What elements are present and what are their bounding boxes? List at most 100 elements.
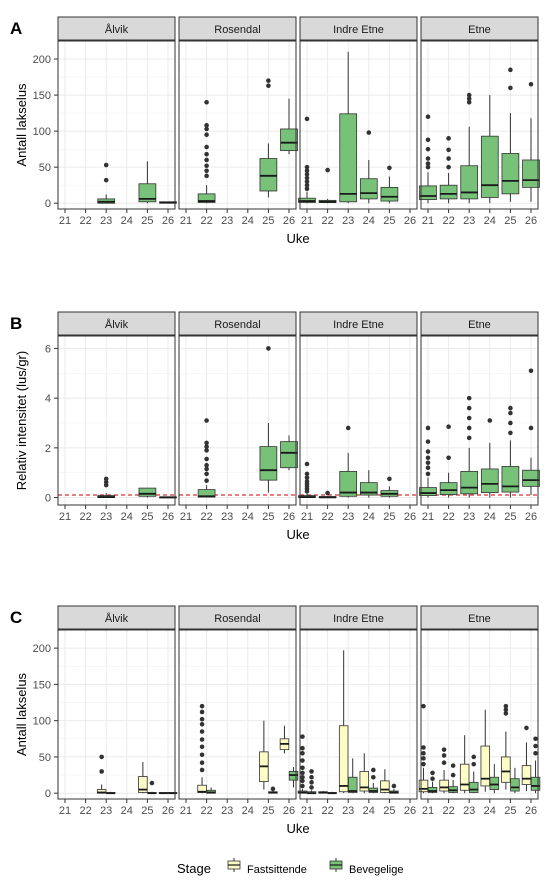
x-axis-title: Uke bbox=[286, 231, 309, 246]
legend: Stage Fastsittende Bevegelige bbox=[177, 857, 403, 876]
x-tick-label: 23 bbox=[342, 511, 354, 523]
outlier-point bbox=[471, 754, 477, 760]
box bbox=[339, 51, 358, 204]
facet-panel: Rosendal 21 22 23 24 25 26 bbox=[178, 16, 298, 227]
x-tick-label: 24 bbox=[121, 805, 133, 817]
y-tick-label: 6 bbox=[45, 343, 51, 355]
x-tick-label: 24 bbox=[242, 511, 254, 523]
x-tick-label: 25 bbox=[383, 805, 395, 817]
outlier-point bbox=[300, 751, 305, 756]
y-tick-label: 2 bbox=[45, 443, 51, 455]
facet-strip bbox=[178, 16, 297, 41]
box-iqr bbox=[418, 779, 429, 793]
box bbox=[167, 792, 178, 795]
box bbox=[448, 763, 458, 794]
box-iqr bbox=[380, 186, 399, 202]
x-tick-label: 21 bbox=[180, 215, 192, 227]
x-tick-label: 21 bbox=[301, 215, 313, 227]
facet-panel: Indre Etne 21 22 23 24 25 26 bbox=[297, 605, 418, 817]
x-tick-label: 25 bbox=[383, 511, 395, 523]
x-tick-label: 21 bbox=[180, 511, 192, 523]
outlier-point bbox=[304, 479, 310, 484]
box bbox=[339, 425, 358, 498]
facet-strip bbox=[299, 311, 418, 336]
box bbox=[197, 418, 216, 498]
panel-background bbox=[179, 41, 296, 209]
y-tick-label: 0 bbox=[45, 788, 51, 800]
x-tick-label: 25 bbox=[383, 215, 395, 227]
outlier-point bbox=[421, 703, 426, 709]
outlier-point bbox=[466, 405, 472, 411]
outlier-point bbox=[300, 770, 305, 776]
box-iqr bbox=[469, 781, 479, 793]
y-tick-label: 100 bbox=[33, 716, 51, 728]
x-tick-label: 24 bbox=[242, 215, 254, 227]
x-tick-label: 24 bbox=[484, 511, 496, 523]
x-tick-label: 22 bbox=[321, 215, 333, 227]
outlier-point bbox=[199, 744, 205, 750]
x-tick-label: 22 bbox=[200, 805, 212, 817]
outlier-point bbox=[204, 448, 209, 453]
box bbox=[268, 786, 278, 794]
y-tick-label: 0 bbox=[45, 493, 51, 505]
box bbox=[106, 791, 116, 795]
x-tick-label: 26 bbox=[525, 805, 537, 817]
box-iqr bbox=[280, 128, 298, 151]
outlier-point bbox=[425, 161, 431, 166]
outlier-point bbox=[387, 476, 392, 482]
box bbox=[348, 758, 358, 794]
panel-background bbox=[58, 41, 175, 209]
outlier-point bbox=[199, 716, 205, 722]
x-tick-label: 26 bbox=[404, 215, 416, 227]
box bbox=[318, 490, 337, 499]
panel-border bbox=[57, 335, 176, 506]
outlier-point bbox=[421, 756, 426, 761]
x-tick-label: 21 bbox=[59, 805, 71, 817]
outlier-point bbox=[533, 743, 538, 749]
box bbox=[380, 476, 399, 498]
facet-panel: Ålvik 21 22 23 24 25 26 bbox=[57, 605, 178, 817]
box bbox=[380, 165, 399, 204]
facet-panel: Rosendal 21 22 23 24 25 26 bbox=[178, 605, 299, 817]
box bbox=[522, 368, 540, 496]
y-axis-title: Relativ intensitet (lus/gr) bbox=[14, 351, 29, 490]
outlier-point bbox=[421, 761, 426, 767]
x-tick-label: 22 bbox=[442, 511, 454, 523]
x-tick-label: 22 bbox=[79, 215, 91, 227]
x-tick-label: 25 bbox=[504, 511, 516, 523]
outlier-point bbox=[99, 754, 104, 760]
facet-strip-label: Rosendal bbox=[214, 613, 260, 625]
outlier-point bbox=[204, 157, 209, 163]
outlier-point bbox=[304, 186, 310, 192]
box bbox=[522, 81, 540, 202]
x-tick-label: 23 bbox=[100, 805, 112, 817]
legend-label: Fastsittende bbox=[247, 864, 307, 876]
box bbox=[359, 130, 378, 204]
x-tick-label: 26 bbox=[283, 805, 295, 817]
y-tick-label: 50 bbox=[39, 752, 51, 764]
outlier-point bbox=[391, 783, 397, 789]
box bbox=[480, 418, 499, 498]
box bbox=[327, 791, 337, 795]
x-tick-label: 23 bbox=[221, 215, 233, 227]
box bbox=[197, 99, 216, 204]
outlier-point bbox=[466, 435, 472, 441]
panel-background bbox=[421, 630, 538, 799]
panel-border bbox=[57, 40, 176, 210]
outlier-point bbox=[425, 146, 431, 152]
box bbox=[138, 161, 157, 204]
outlier-point bbox=[441, 753, 447, 758]
outlier-point bbox=[204, 163, 209, 169]
box bbox=[298, 116, 316, 204]
box bbox=[439, 747, 449, 794]
x-tick-label: 22 bbox=[321, 511, 333, 523]
x-tick-label: 23 bbox=[463, 805, 475, 817]
outlier-point bbox=[204, 456, 209, 462]
outlier-point bbox=[466, 96, 472, 101]
facet-strip-label: Indre Etne bbox=[333, 613, 384, 625]
box bbox=[439, 424, 458, 498]
x-tick-label: 26 bbox=[283, 215, 295, 227]
outlier-point bbox=[430, 776, 435, 781]
y-tick-label: 200 bbox=[33, 643, 51, 655]
box bbox=[259, 720, 269, 790]
